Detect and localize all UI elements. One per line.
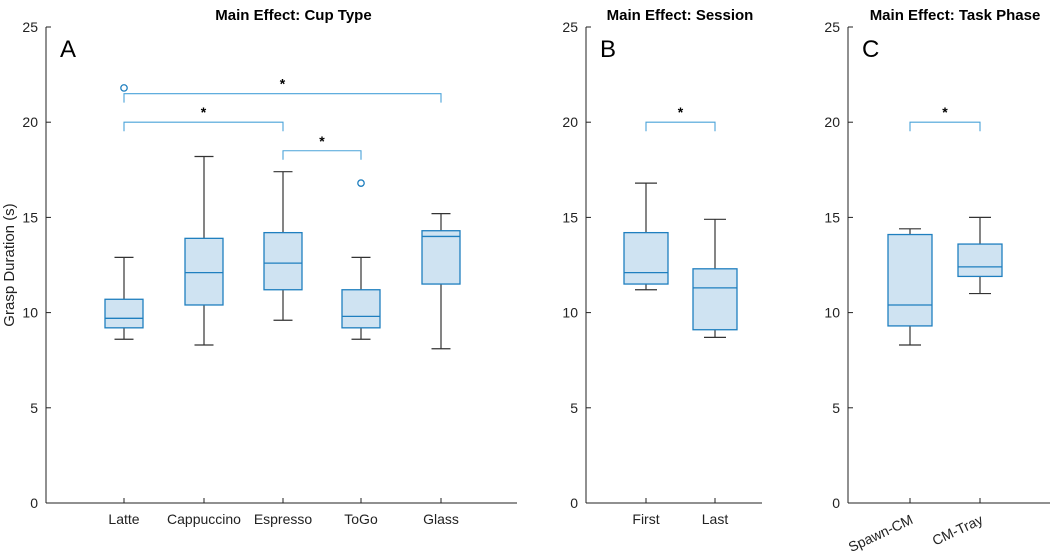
y-tick-label: 20 bbox=[824, 114, 840, 130]
panel-label: B bbox=[600, 36, 616, 63]
y-tick-label: 0 bbox=[30, 495, 38, 511]
y-tick-label: 15 bbox=[562, 209, 578, 225]
y-tick-label: 25 bbox=[824, 19, 840, 35]
significance-bracket bbox=[645, 121, 716, 132]
chart-title: Main Effect: Task Phase bbox=[870, 7, 1041, 24]
y-tick-label: 20 bbox=[22, 114, 38, 130]
significance-bracket bbox=[123, 121, 284, 132]
x-tick-label: Latte bbox=[108, 511, 139, 527]
box-togo bbox=[341, 289, 381, 329]
y-tick-label: 25 bbox=[22, 19, 38, 35]
y-tick-label: 10 bbox=[22, 305, 38, 321]
x-tick-label: First bbox=[632, 511, 659, 527]
y-tick-label: 5 bbox=[832, 400, 840, 416]
x-tick-label: CM-Tray bbox=[930, 511, 986, 548]
significance-bracket bbox=[123, 93, 442, 103]
panel-a: 0 5 10 15 20 25 Latte Cappuccino Espresso ToGo Gla… bbox=[1, 7, 517, 527]
box-glass bbox=[421, 230, 461, 285]
y-tick-label: 15 bbox=[22, 209, 38, 225]
box-espresso bbox=[263, 231, 303, 291]
chart-title: Main Effect: Cup Type bbox=[215, 7, 371, 24]
y-axis-label: Grasp Duration (s) bbox=[1, 203, 18, 326]
panel-c: 0 5 10 15 20 25 Spawn-CM CM-Tray Main Effect: Ta… bbox=[824, 7, 1050, 555]
y-tick-label: 5 bbox=[30, 400, 38, 416]
box-cm-tray bbox=[957, 243, 1003, 278]
box-latte bbox=[104, 298, 144, 329]
chart-title: Main Effect: Session bbox=[607, 7, 754, 24]
significance-marker: * bbox=[280, 76, 286, 92]
significance-marker: * bbox=[942, 104, 948, 120]
x-tick-label: ToGo bbox=[344, 511, 378, 527]
y-tick-label: 10 bbox=[562, 305, 578, 321]
y-tick-label: 0 bbox=[570, 495, 578, 511]
x-tick-label: Cappuccino bbox=[167, 511, 241, 527]
outlier-togo bbox=[357, 179, 365, 187]
box-first bbox=[623, 231, 669, 285]
panel-label: A bbox=[60, 36, 76, 63]
y-tick-label: 0 bbox=[832, 495, 840, 511]
x-tick-label: Last bbox=[702, 511, 729, 527]
significance-marker: * bbox=[678, 104, 684, 120]
y-tick-label: 15 bbox=[824, 209, 840, 225]
box-cappuccino bbox=[184, 237, 224, 306]
box-spawn-cm bbox=[887, 233, 933, 327]
x-tick-label: Espresso bbox=[254, 511, 313, 527]
y-tick-label: 25 bbox=[562, 19, 578, 35]
x-tick-label: Spawn-CM bbox=[846, 511, 916, 555]
significance-bracket bbox=[282, 150, 362, 160]
outlier-latte bbox=[120, 84, 128, 92]
y-tick-label: 5 bbox=[570, 400, 578, 416]
significance-bracket bbox=[909, 121, 981, 132]
x-tick-label: Glass bbox=[423, 511, 459, 527]
box-last bbox=[692, 268, 738, 331]
significance-marker: * bbox=[201, 104, 207, 120]
panel-b: 0 5 10 15 20 25 First Last Main Effect: Session B… bbox=[562, 7, 762, 527]
y-tick-label: 20 bbox=[562, 114, 578, 130]
y-tick-label: 10 bbox=[824, 305, 840, 321]
significance-marker: * bbox=[319, 133, 325, 149]
panel-label: C bbox=[862, 36, 879, 63]
